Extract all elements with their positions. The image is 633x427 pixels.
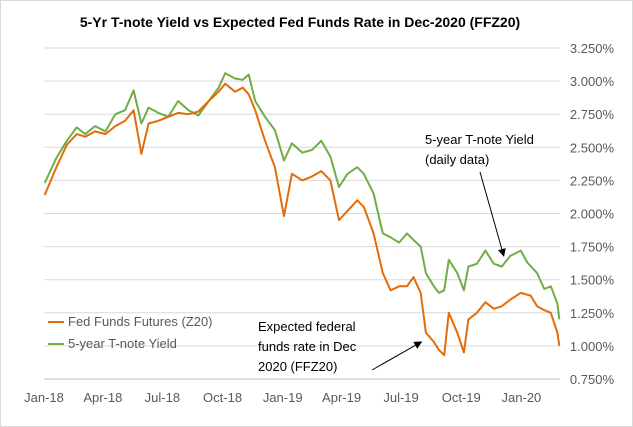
annotation-text: Expected federal xyxy=(258,319,356,334)
y-tick-label: 2.250% xyxy=(570,173,615,188)
annotations: 5-year T-note Yield (daily data) Expected … xyxy=(258,132,534,374)
series-line xyxy=(43,82,561,357)
x-tick-label: Apr-19 xyxy=(322,390,361,405)
x-tick-label: Oct-19 xyxy=(442,390,481,405)
y-tick-label: 1.500% xyxy=(570,273,615,288)
y-tick-label: 2.000% xyxy=(570,207,615,222)
annotation-text: 5-year T-note Yield xyxy=(425,132,534,147)
y-axis: 0.750% 1.000% 1.250% 1.500% 1.750% 2.000% 2.25… xyxy=(570,41,615,387)
legend: Fed Funds Futures (Z20) 5-year T-note Yie… xyxy=(48,314,213,351)
x-tick-label: Oct-18 xyxy=(203,390,242,405)
x-tick-label: Jan-20 xyxy=(502,390,542,405)
annotation-text: (daily data) xyxy=(425,152,489,167)
legend-entry: Fed Funds Futures (Z20) xyxy=(68,314,213,329)
series-lines xyxy=(43,72,561,357)
y-tick-label: 3.000% xyxy=(570,74,615,89)
y-tick-label: 2.750% xyxy=(570,107,615,122)
chart-title: 5-Yr T-note Yield vs Expected Fed Funds … xyxy=(80,14,520,30)
x-tick-label: Jul-19 xyxy=(383,390,418,405)
y-tick-label: 1.000% xyxy=(570,339,615,354)
y-tick-label: 2.500% xyxy=(570,140,615,155)
y-tick-label: 0.750% xyxy=(570,372,615,387)
annotation-arrow xyxy=(479,171,506,257)
x-tick-label: Jul-18 xyxy=(145,390,180,405)
annotation-text: funds rate in Dec xyxy=(258,339,357,354)
annotation-arrow xyxy=(371,341,423,371)
annotation-text: 2020 (FFZ20) xyxy=(258,359,337,374)
x-tick-label: Jan-19 xyxy=(263,390,303,405)
x-axis: Jan-18 Apr-18 Jul-18 Oct-18 Jan-19 Apr-19 Jul-… xyxy=(24,378,560,405)
legend-entry: 5-year T-note Yield xyxy=(68,336,177,351)
y-tick-label: 3.250% xyxy=(570,41,615,56)
y-tick-label: 1.250% xyxy=(570,306,615,321)
series-line xyxy=(43,72,561,320)
y-tick-label: 1.750% xyxy=(570,240,615,255)
x-tick-label: Jan-18 xyxy=(24,390,64,405)
x-tick-label: Apr-18 xyxy=(83,390,122,405)
